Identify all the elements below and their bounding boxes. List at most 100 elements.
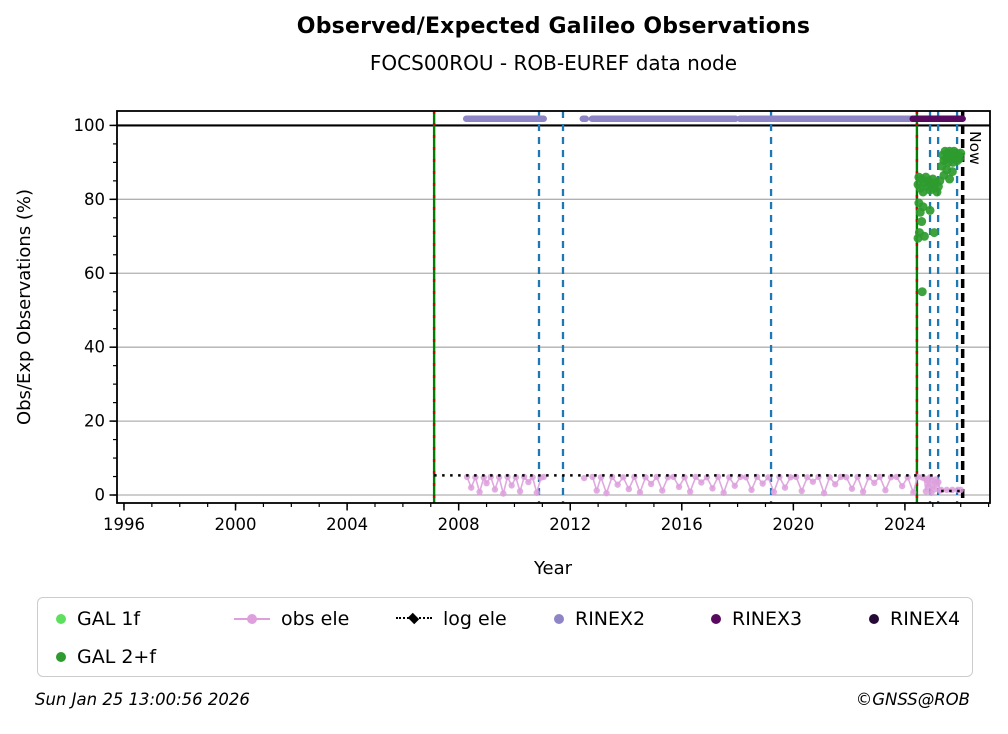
obs-ele-point (603, 489, 610, 497)
obs-ele-point (882, 487, 889, 494)
gal2f-point (917, 217, 927, 227)
legend-item-rinex3: RINEX3 (711, 608, 869, 630)
y-tick-label: 100 (74, 116, 106, 135)
rinex4-marker-icon (869, 614, 879, 624)
legend-label-rinex4: RINEX4 (890, 608, 961, 630)
gal2f-point (918, 202, 928, 212)
obs-ele-point (504, 473, 511, 481)
legend-item-gal1f: GAL 1f (56, 608, 234, 630)
chart-subtitle: FOCS00ROU - ROB-EUREF data node (369, 51, 738, 75)
log-ele-diamond-icon (407, 612, 420, 625)
obs-ele-point (876, 473, 884, 481)
obs-ele-point (468, 484, 475, 491)
legend-label-rinex2: RINEX2 (575, 608, 646, 630)
legend-item-rinex2: RINEX2 (554, 608, 711, 630)
gal2f-point (929, 228, 939, 238)
x-tick-label: 1996 (103, 515, 145, 534)
obs-ele-point (904, 474, 911, 481)
x-tick-label: 2004 (326, 515, 368, 534)
obs-ele-point (770, 488, 778, 496)
obs-ele-point (848, 485, 856, 492)
obs-ele-point (925, 483, 932, 491)
obs-ele-point (675, 483, 683, 491)
timestamp-text: Sun Jan 25 13:00:56 2026 (35, 690, 250, 709)
x-tick-label: 2024 (884, 515, 926, 534)
obs-ele-dot-icon (247, 614, 257, 624)
obs-ele-point (698, 479, 705, 486)
obs-ele-point (804, 474, 811, 481)
rinex2-marker-icon (554, 614, 564, 624)
y-tick-label: 60 (84, 264, 105, 283)
gal2f-point (917, 287, 927, 297)
y-tick-label: 40 (84, 338, 105, 357)
obs-ele-point (843, 474, 850, 481)
gal1f-marker-icon (56, 614, 66, 624)
y-tick-label: 80 (84, 190, 105, 209)
y-tick-label: 20 (84, 412, 105, 431)
obs-ele-point (832, 481, 839, 488)
legend-label-log-ele: log ele (443, 608, 507, 630)
obs-ele-point (625, 485, 633, 493)
gal2f-point (945, 174, 955, 184)
gal2f-point (956, 148, 966, 158)
rinex3-marker-icon (711, 614, 721, 624)
obs-ele-point (787, 474, 794, 481)
obs-ele-point (636, 489, 644, 496)
obs-ele-point (593, 487, 600, 494)
chart-footer: Sun Jan 25 13:00:56 2026 ©GNSS@ROB (0, 690, 1008, 720)
obs-ele-point (931, 486, 938, 493)
x-axis-label: Year (533, 558, 573, 579)
obs-ele-marker-icon (234, 614, 270, 624)
obs-ele-point (659, 487, 666, 494)
plot-frame (116, 110, 991, 504)
x-tick-label: 2000 (215, 515, 257, 534)
obs-ele-point (476, 488, 483, 496)
obs-ele-point (820, 489, 828, 497)
obs-ele-point (620, 474, 627, 481)
obs-ele-point (809, 478, 817, 485)
legend-item-log-ele: log ele (396, 608, 554, 630)
obs-ele-point (580, 474, 588, 482)
gal2f-point (925, 205, 935, 215)
obs-ele-point (491, 486, 499, 493)
obs-ele-point (731, 482, 738, 489)
x-tick-label: 2016 (661, 515, 703, 534)
obs-ele-point (871, 479, 878, 487)
obs-ele-point (748, 486, 755, 494)
obs-ele-point (525, 478, 532, 486)
gal2f-point (947, 167, 957, 177)
legend-label-gal1f: GAL 1f (77, 608, 141, 630)
gal2f-point (919, 231, 929, 241)
obs-ele-point (720, 489, 727, 496)
obs-ele-point (709, 485, 716, 492)
obs-ele-point (495, 474, 503, 481)
chart-title: Observed/Expected Galileo Observations (296, 14, 811, 39)
obs-ele-point (540, 473, 547, 481)
copyright-text: ©GNSS@ROB (855, 690, 970, 709)
obs-ele-point (463, 473, 471, 481)
obs-ele-point (798, 487, 805, 495)
obs-ele-point (692, 473, 699, 481)
obs-ele-point (898, 482, 906, 490)
obs-ele-point (776, 473, 783, 481)
gal2f-marker-icon (56, 652, 66, 662)
log-ele-marker-icon (396, 612, 432, 625)
legend-label-rinex3: RINEX3 (732, 608, 803, 630)
obs-ele-point (516, 488, 524, 495)
now-label: Now (966, 131, 984, 165)
obs-ele-point (759, 480, 766, 487)
x-tick-label: 2012 (549, 515, 591, 534)
x-tick-label: 2020 (772, 515, 814, 534)
obs-ele-point (533, 489, 540, 496)
legend-item-rinex4: RINEX4 (869, 608, 972, 630)
legend-item-gal2f: GAL 2+f (56, 646, 234, 668)
chart-legend: GAL 1f GAL 2+f obs ele log ele RINEX2 (37, 597, 973, 677)
obs-ele-point (647, 480, 655, 488)
obs-ele-point (859, 488, 867, 495)
obs-ele-point (508, 482, 515, 489)
legend-label-obs-ele: obs ele (281, 608, 350, 630)
obs-ele-point (765, 474, 772, 481)
obs-ele-point (483, 479, 490, 487)
